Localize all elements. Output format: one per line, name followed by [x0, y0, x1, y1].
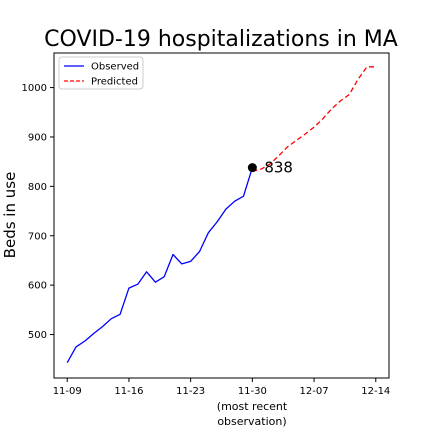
- series-line-observed: [66, 167, 254, 364]
- y-axis-label: Beds in use: [1, 172, 19, 259]
- plot-frame: [53, 52, 390, 379]
- chart-title: COVID-19 hospitalizations in MA: [44, 27, 398, 52]
- y-tick-label: 700: [28, 231, 47, 242]
- y-tick-label: 500: [28, 330, 47, 341]
- legend-label-predicted: Predicted: [91, 77, 138, 88]
- x-tick-label: 11-16: [114, 386, 143, 397]
- y-tick-label: 600: [28, 281, 47, 292]
- y-tick-label: 800: [28, 182, 47, 193]
- series-line-predicted: [252, 66, 376, 173]
- x-tick-label: 12-14: [361, 386, 390, 397]
- plot-area: 500 600 700 800 900 1000 11-09 11-16 11-23 11-30 1…: [22, 52, 390, 397]
- legend: Observed Predicted: [58, 56, 144, 90]
- x-tick-label: 11-23: [176, 386, 205, 397]
- x-tick-label: 11-30: [238, 386, 267, 397]
- legend-label-observed: Observed: [91, 62, 139, 73]
- x-tick-label: 11-09: [53, 386, 82, 397]
- x-axis-note-line-2: observation): [217, 415, 286, 428]
- latest-observation-label: 838: [264, 159, 293, 177]
- x-axis-note-line-1: (most recent: [217, 400, 288, 413]
- latest-observation-marker: [247, 163, 257, 173]
- x-tick-label: 12-07: [300, 386, 329, 397]
- y-tick-label: 900: [28, 132, 47, 143]
- y-tick-label: 1000: [22, 83, 47, 94]
